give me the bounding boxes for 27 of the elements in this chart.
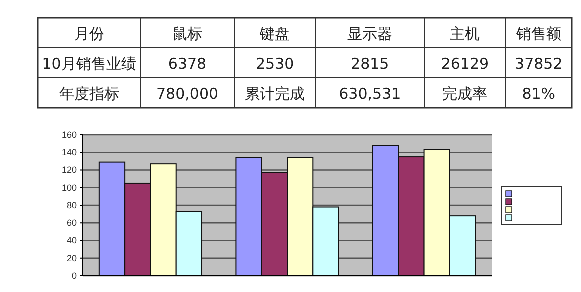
category-label: 主机: [450, 25, 480, 43]
text: 累计完成: [245, 85, 306, 103]
y-tick-label: 160: [62, 130, 77, 140]
y-tick-label: 100: [62, 182, 77, 193]
category-label: 鼠标: [172, 25, 203, 43]
text: 780,000: [156, 85, 219, 103]
text: 6378: [168, 55, 207, 73]
text: 81%: [522, 85, 556, 103]
category-label: 显示器: [348, 25, 393, 43]
text: 26129: [441, 55, 490, 73]
text: 年度指标: [59, 85, 120, 103]
text: 2815: [351, 55, 390, 73]
y-tick-label: 20: [66, 253, 77, 264]
text: 完成率: [442, 85, 488, 103]
y-tick-label: 0: [72, 270, 77, 281]
text: 630,531: [339, 85, 402, 103]
category-label: 键盘: [259, 25, 290, 43]
y-tick-label: 40: [66, 236, 77, 246]
text: 37852: [515, 55, 563, 73]
category-label: 月份: [74, 25, 104, 43]
text: 2530: [256, 55, 294, 73]
y-tick-label: 80: [66, 200, 77, 210]
category-label: 销售额: [515, 25, 562, 43]
y-tick-label: 60: [66, 218, 77, 228]
text: 10月销售业绩: [42, 55, 136, 73]
y-tick-label: 140: [62, 148, 77, 158]
y-tick-label: 120: [62, 165, 77, 176]
